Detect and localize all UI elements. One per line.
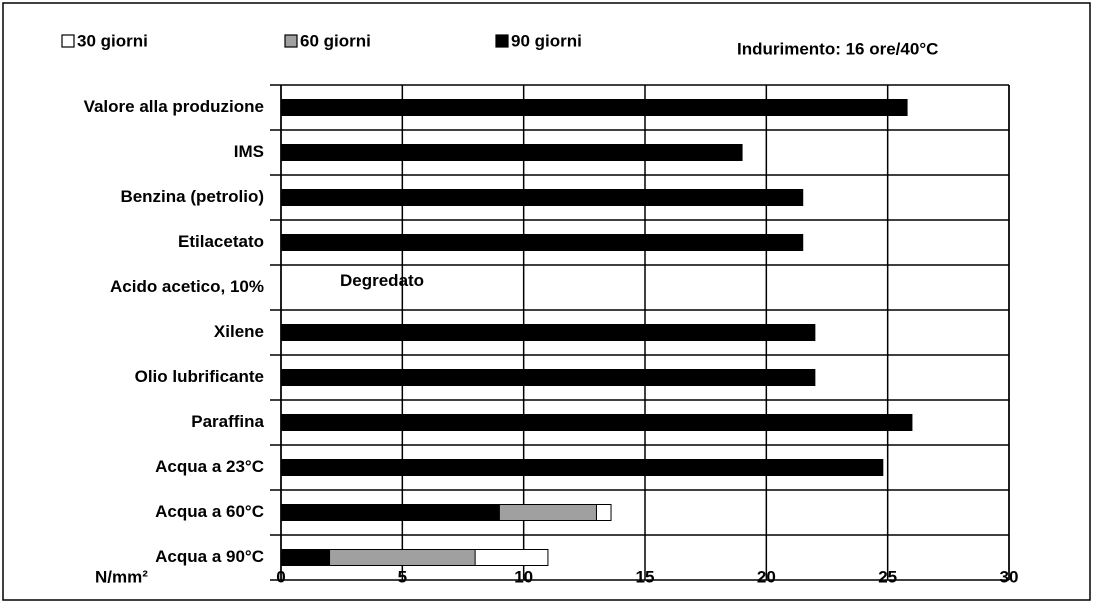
bar (280, 459, 884, 476)
y-tick-label: Acido acetico, 10% (110, 277, 264, 296)
annotation: Degredato (340, 271, 424, 290)
y-tick-label: Acqua a 90°C (155, 547, 264, 566)
legend-swatch (495, 34, 509, 48)
bar (280, 324, 816, 341)
bar (280, 234, 804, 251)
bar (280, 99, 908, 116)
bar (280, 414, 913, 431)
y-tick-label: IMS (234, 142, 264, 161)
x-tick-label: 25 (878, 567, 897, 586)
legend-label: 30 giorni (77, 31, 148, 50)
bar (280, 144, 743, 161)
legend-swatch (284, 34, 298, 48)
legend-label: 60 giorni (300, 31, 371, 50)
y-tick-label: Valore alla produzione (84, 97, 264, 116)
y-tick-label: Acqua a 60°C (155, 502, 264, 521)
annotation: Indurimento: 16 ore/40°C (737, 39, 938, 58)
bar (280, 189, 804, 206)
x-axis-label: N/mm² (95, 567, 148, 586)
bar (280, 369, 816, 386)
y-tick-label: Paraffina (191, 412, 264, 431)
x-tick-label: 5 (398, 567, 407, 586)
y-tick-label: Xilene (214, 322, 264, 341)
legend-swatch (61, 34, 75, 48)
x-tick-label: 15 (636, 567, 655, 586)
y-tick-label: Acqua a 23°C (155, 457, 264, 476)
x-tick-label: 20 (757, 567, 776, 586)
y-tick-label: Etilacetato (178, 232, 264, 251)
y-tick-label: Benzina (petrolio) (120, 187, 264, 206)
y-tick-label: Olio lubrificante (135, 367, 264, 386)
bar (280, 549, 331, 566)
x-tick-label: 10 (514, 567, 533, 586)
bar (280, 504, 500, 521)
legend-label: 90 giorni (511, 31, 582, 50)
